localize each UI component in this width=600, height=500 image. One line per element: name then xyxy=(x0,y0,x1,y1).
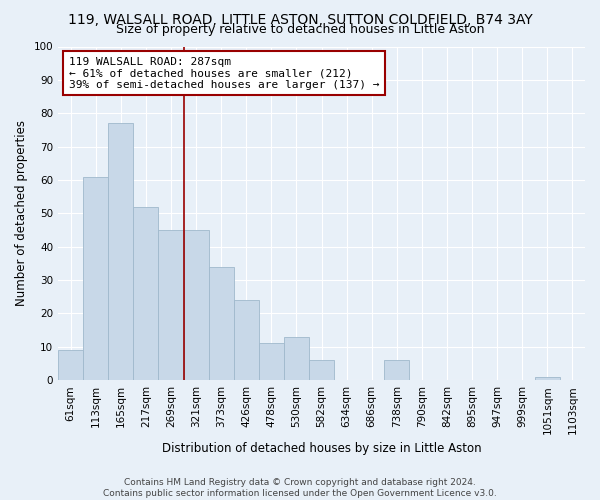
Bar xyxy=(83,176,108,380)
Bar xyxy=(384,360,409,380)
Bar xyxy=(133,206,158,380)
Bar xyxy=(209,266,233,380)
Bar xyxy=(284,337,309,380)
Bar xyxy=(58,350,83,380)
Bar xyxy=(259,344,284,380)
Text: Contains HM Land Registry data © Crown copyright and database right 2024.
Contai: Contains HM Land Registry data © Crown c… xyxy=(103,478,497,498)
Bar xyxy=(108,123,133,380)
X-axis label: Distribution of detached houses by size in Little Aston: Distribution of detached houses by size … xyxy=(162,442,481,455)
Text: 119, WALSALL ROAD, LITTLE ASTON, SUTTON COLDFIELD, B74 3AY: 119, WALSALL ROAD, LITTLE ASTON, SUTTON … xyxy=(68,12,532,26)
Bar xyxy=(184,230,209,380)
Bar xyxy=(309,360,334,380)
Text: Size of property relative to detached houses in Little Aston: Size of property relative to detached ho… xyxy=(116,22,484,36)
Bar xyxy=(535,377,560,380)
Text: 119 WALSALL ROAD: 287sqm
← 61% of detached houses are smaller (212)
39% of semi-: 119 WALSALL ROAD: 287sqm ← 61% of detach… xyxy=(68,56,379,90)
Bar xyxy=(158,230,184,380)
Bar xyxy=(233,300,259,380)
Y-axis label: Number of detached properties: Number of detached properties xyxy=(15,120,28,306)
